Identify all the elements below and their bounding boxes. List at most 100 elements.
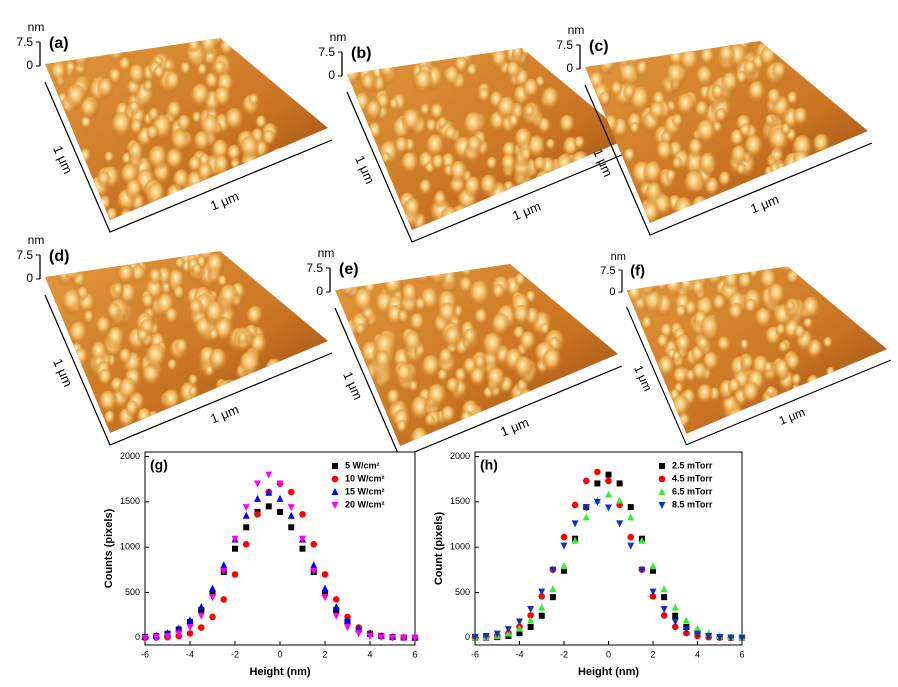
legend-marker <box>658 488 666 495</box>
afm-peak <box>167 359 178 373</box>
afm-peak <box>555 153 575 179</box>
point <box>616 520 624 528</box>
z-bottom: 0 <box>566 61 573 75</box>
legend-label: 2.5 mTorr <box>672 460 713 470</box>
legend-label: 5 W/cm² <box>345 460 380 470</box>
afm-peak <box>671 157 684 172</box>
point <box>265 488 273 496</box>
afm-peak <box>482 332 505 361</box>
afm-peak <box>278 162 298 188</box>
point <box>299 511 306 518</box>
z-unit: nm <box>611 251 626 263</box>
afm-peak <box>570 410 583 427</box>
point <box>231 571 239 578</box>
point <box>277 508 283 515</box>
afm-peak <box>419 103 431 118</box>
point <box>355 624 363 632</box>
x-size: 1 μm <box>208 402 241 427</box>
afm-peak <box>180 61 192 77</box>
afm-peak <box>190 83 211 111</box>
afm-peak <box>783 193 796 210</box>
afm-panel: nm7.50(d)1 μm1 μm <box>16 233 333 446</box>
point <box>571 520 579 528</box>
afm-peak <box>657 355 676 380</box>
afm-peak <box>777 179 796 203</box>
afm-peak <box>118 377 138 404</box>
z-bottom: 0 <box>609 286 615 298</box>
x-tick-label: -4 <box>186 649 194 659</box>
afm-peak <box>665 274 684 299</box>
y-size: 1 μm <box>50 356 76 389</box>
afm-peak <box>765 114 776 128</box>
afm-peak <box>695 119 717 147</box>
afm-peak <box>492 283 506 302</box>
afm-peak <box>396 420 408 435</box>
afm-peak <box>754 307 773 332</box>
afm-peak <box>514 128 533 152</box>
afm-peak <box>171 130 190 155</box>
afm-peak <box>205 253 226 279</box>
afm-peak <box>218 284 240 312</box>
afm-peak <box>548 187 564 207</box>
point <box>561 567 567 574</box>
afm-peak <box>683 170 706 199</box>
chart-title: (h) <box>480 457 498 473</box>
afm-peak <box>788 200 799 214</box>
afm-peak <box>414 297 427 313</box>
afm-peak <box>449 160 469 186</box>
point <box>582 504 590 512</box>
afm-peak <box>306 202 318 217</box>
point <box>254 511 261 518</box>
point <box>571 501 579 509</box>
x-tick-label: 0 <box>277 649 282 659</box>
afm-peak <box>239 135 260 163</box>
z-unit: nm <box>330 30 347 44</box>
afm-peak <box>234 167 249 186</box>
afm-peak <box>547 177 564 199</box>
afm-peak <box>533 404 551 427</box>
point <box>276 480 284 488</box>
y-size: 1 μm <box>590 146 616 179</box>
point <box>411 634 419 642</box>
afm-peak <box>374 350 392 373</box>
afm-peak <box>275 172 298 202</box>
afm-peak <box>555 409 577 438</box>
point <box>242 504 250 512</box>
z-top: 7.5 <box>16 248 33 262</box>
panel-label: (c) <box>589 38 609 55</box>
legend-marker <box>331 475 339 483</box>
point <box>220 596 228 603</box>
afm-peak <box>479 174 499 200</box>
x-size: 1 μm <box>498 415 531 440</box>
afm-peak <box>270 374 290 399</box>
legend-label: 8.5 mTorr <box>672 499 713 509</box>
afm-peak <box>443 326 462 350</box>
x-size: 1 μm <box>208 189 241 214</box>
afm-peak <box>793 325 806 342</box>
point <box>671 618 679 626</box>
afm-peak <box>698 152 718 177</box>
point <box>332 603 340 611</box>
afm-peak <box>445 377 460 396</box>
afm-peak <box>172 169 191 193</box>
afm-peak <box>691 279 706 299</box>
x-tick-label: -2 <box>231 649 239 659</box>
afm-peak <box>649 101 666 124</box>
point <box>605 471 612 478</box>
afm-peak <box>699 47 716 68</box>
afm-peak <box>273 175 286 192</box>
point <box>400 634 408 642</box>
point <box>332 596 340 603</box>
afm-peak <box>95 47 106 61</box>
afm-peak <box>870 416 885 434</box>
afm-peak <box>731 208 745 223</box>
afm-peak <box>365 100 383 122</box>
afm-peak <box>551 432 564 446</box>
afm-peak <box>187 38 201 56</box>
afm-peak <box>178 406 192 424</box>
afm-peak <box>424 414 436 428</box>
y-tick-label: 1500 <box>450 496 470 506</box>
afm-peak <box>712 294 727 314</box>
afm-peak <box>514 273 527 289</box>
afm-peak <box>408 380 419 394</box>
